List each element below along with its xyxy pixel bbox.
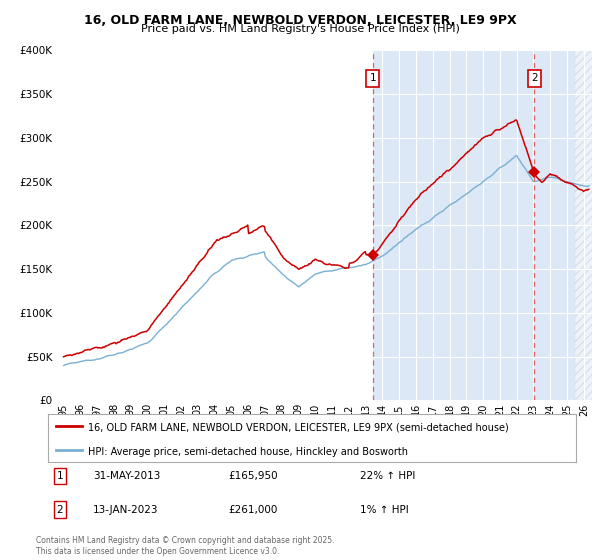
Text: 1% ↑ HPI: 1% ↑ HPI (360, 505, 409, 515)
Text: 2: 2 (531, 73, 538, 83)
Text: 1: 1 (370, 73, 376, 83)
Text: 16, OLD FARM LANE, NEWBOLD VERDON, LEICESTER, LE9 9PX (semi-detached house): 16, OLD FARM LANE, NEWBOLD VERDON, LEICE… (88, 423, 508, 433)
Bar (575, 50, 600, 400)
Bar (373, 50, 575, 400)
Text: Price paid vs. HM Land Registry's House Price Index (HPI): Price paid vs. HM Land Registry's House … (140, 24, 460, 34)
Text: 2: 2 (56, 505, 64, 515)
Text: 16, OLD FARM LANE, NEWBOLD VERDON, LEICESTER, LE9 9PX: 16, OLD FARM LANE, NEWBOLD VERDON, LEICE… (83, 14, 517, 27)
Text: 31-MAY-2013: 31-MAY-2013 (93, 471, 160, 481)
Text: £261,000: £261,000 (228, 505, 277, 515)
Text: HPI: Average price, semi-detached house, Hinckley and Bosworth: HPI: Average price, semi-detached house,… (88, 446, 407, 456)
Text: £165,950: £165,950 (228, 471, 278, 481)
Text: 13-JAN-2023: 13-JAN-2023 (93, 505, 158, 515)
Text: 1: 1 (56, 471, 64, 481)
Text: Contains HM Land Registry data © Crown copyright and database right 2025.
This d: Contains HM Land Registry data © Crown c… (36, 536, 335, 556)
Text: 22% ↑ HPI: 22% ↑ HPI (360, 471, 415, 481)
